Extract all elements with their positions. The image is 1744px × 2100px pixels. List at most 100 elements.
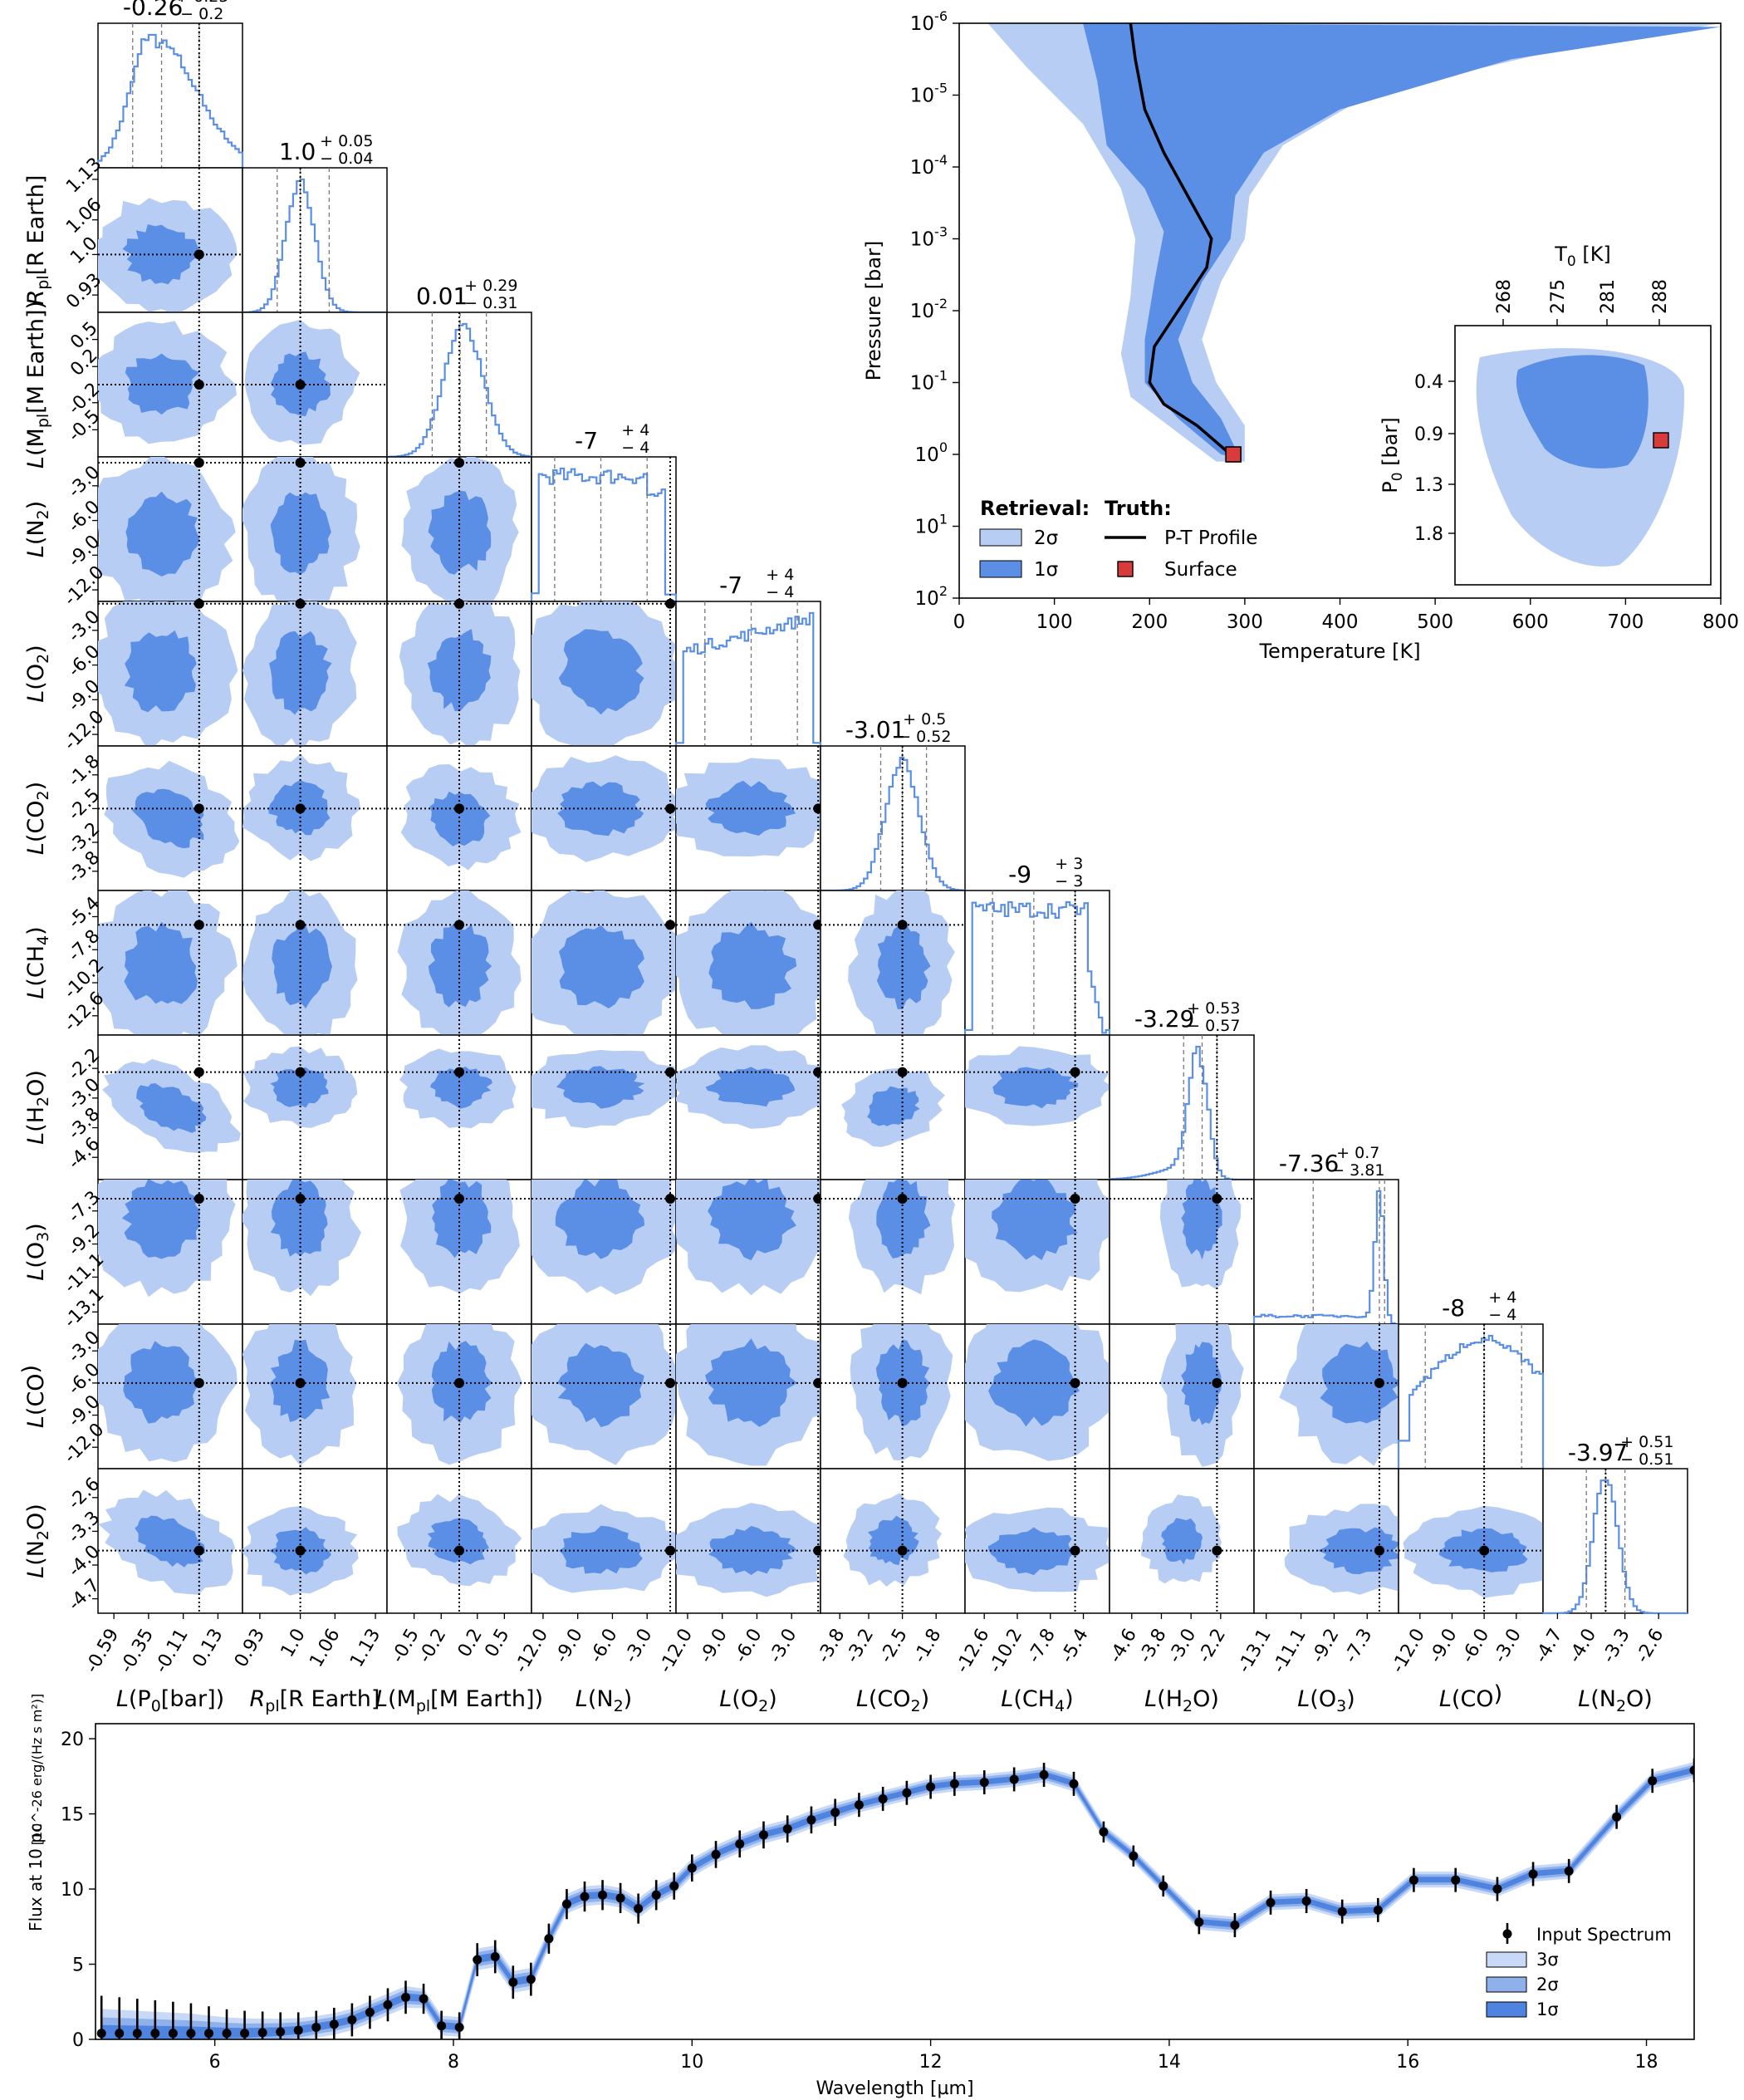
corner-cell-4-2 [386, 598, 532, 747]
pt-truth-profile [1129, 22, 1232, 456]
label-sub: 0 [151, 1697, 161, 1715]
legend-3sigma-label: 3σ [1536, 1950, 1559, 1970]
spec-y-axis-label: Flux at 10 pc [26, 1823, 46, 1931]
inset-x-tick-label: 268 [1494, 279, 1515, 314]
sigma1-contour [270, 1067, 329, 1108]
label-sub: 3 [1336, 1697, 1346, 1715]
corner-cell-8-1 [242, 1179, 388, 1325]
label-l: L [856, 1686, 869, 1712]
spec-data-point [1069, 1779, 1079, 1788]
truth-point [665, 920, 676, 930]
x-tick-label: 0.93 [231, 1626, 269, 1671]
truth-point [295, 457, 306, 468]
corner-cell-7-0 [97, 1034, 243, 1180]
x-axis-label: L(Mpl[M Earth]) [375, 1686, 543, 1715]
spec-band-1sigma [101, 1767, 1694, 2039]
sigma1-contour [992, 1180, 1078, 1260]
lbl-tail: [bar] [1379, 417, 1402, 472]
contour-group [242, 457, 360, 601]
truth-point [897, 1545, 908, 1556]
truth-point [1374, 1545, 1384, 1556]
label-tail: ) [921, 1686, 930, 1712]
inset-x-tick-label: 288 [1650, 279, 1671, 314]
spec-y-tick-label: 0 [72, 2030, 84, 2051]
pt-y-tick-label: 10-6 [910, 8, 948, 35]
contour-group [532, 1504, 676, 1593]
exponent: 1 [939, 512, 948, 527]
contour-group [965, 1046, 1110, 1126]
sigma1-contour [988, 1339, 1080, 1427]
corner-plot: -0.26+ 0.25− 0.21.0+ 0.05− 0.040.01+ 0.2… [18, 0, 1688, 1715]
corner-cell-5-0 [97, 745, 243, 891]
inset-1sigma [1516, 355, 1648, 469]
histogram-4 [674, 611, 822, 746]
spec-data-point [1194, 1917, 1204, 1927]
base: 10 [915, 588, 939, 610]
corner-cell-6-2 [386, 890, 532, 1036]
spec-data-point [293, 2025, 303, 2035]
plus-label: + 4 [766, 566, 794, 584]
truth-point [897, 920, 908, 930]
x-tick-label: -3.8 [813, 1626, 849, 1667]
spec-data-point [257, 2028, 267, 2038]
plus-label: + 0.05 [320, 132, 373, 150]
median-label: -3.29 [1134, 1005, 1194, 1033]
truth-point [194, 380, 204, 390]
x-tick-label: 1.06 [306, 1626, 344, 1671]
label-l: L [23, 842, 49, 855]
label-main: (CO [1452, 1686, 1494, 1712]
truth-point [194, 1194, 204, 1205]
sigma1-contour [708, 1180, 796, 1261]
col-axis-7: -4.6-3.8-3.0-2.2 L(H2O) [1105, 1613, 1230, 1715]
row-axis-4: -12.0-9.0-6.0-3.0L(O2) [23, 606, 108, 754]
truth-point [454, 1377, 464, 1388]
spec-data-point [806, 1815, 816, 1825]
truth-point [665, 1194, 676, 1205]
spec-data-point [1528, 1869, 1538, 1879]
x-axis-label: L(P0[bar]) [116, 1686, 224, 1715]
label-l: L [1001, 1686, 1013, 1712]
exponent: 0 [939, 439, 948, 455]
truth-point [454, 598, 464, 609]
spec-data-point [1301, 1896, 1311, 1906]
corner-cell-8-7 [1109, 1179, 1255, 1325]
contour-group [98, 1489, 236, 1595]
spec-data-point [1337, 1906, 1347, 1916]
y-axis-label: L(CO) [18, 1365, 49, 1428]
corner-cell-8-3 [531, 1179, 677, 1325]
row-axis-9: -12.0-9.0-6.0-3.0L(CO) [18, 1327, 108, 1468]
label-main: (O [1310, 1686, 1336, 1712]
label-tail: ) [1346, 1686, 1355, 1712]
legend-2sigma-swatch [979, 528, 1022, 547]
truth-point [1070, 1377, 1080, 1388]
sigma1-contour [427, 629, 492, 712]
label-main: (M [388, 1686, 416, 1712]
sigma1-contour [557, 781, 644, 837]
spec-data-point [311, 2023, 321, 2033]
corner-cell-10-3 [531, 1468, 677, 1614]
exponent: -1 [934, 368, 948, 384]
sigma1-contour [429, 791, 491, 846]
corner-cell-7-2 [386, 1034, 532, 1180]
label-sub: 2 [34, 1530, 52, 1540]
col-axis-6: -12.6-10.2-7.8-5.4 L(CH4) [952, 1613, 1093, 1715]
spec-y-tick-label: 10 [61, 1880, 84, 1901]
x-tick-label: -3.3 [1599, 1626, 1634, 1667]
truth-point [295, 1377, 306, 1388]
spec-data-point [949, 1779, 959, 1788]
exponent: -5 [934, 81, 948, 96]
sigma1-contour [558, 629, 644, 715]
contour-group [400, 764, 522, 871]
spec-data-point [1492, 1884, 1502, 1894]
corner-cell-2-1 [242, 312, 388, 458]
inset-y-tick-label: 0.4 [1414, 372, 1443, 393]
spec-x-axis-label: Wavelength [µm] [816, 2078, 973, 2099]
corner-cell-5-5: -3.01+ 0.5− 0.52 [820, 710, 967, 892]
x-tick-label: 1.0 [277, 1626, 310, 1661]
label-tail: ) [23, 1223, 49, 1232]
spec-legend: Input Spectrum 3σ 2σ 1σ [1486, 1923, 1672, 2019]
minus-label: − 0.31 [464, 294, 517, 312]
col-axis-5: -3.8-3.2-2.5-1.8 L(CO2) [813, 1613, 945, 1715]
label-sub: pl [265, 1697, 279, 1715]
spec-data-point [1564, 1866, 1574, 1876]
